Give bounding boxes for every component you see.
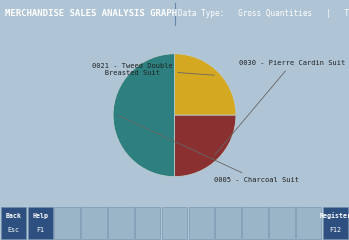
Text: Data Type:   Gross Quantities   |   Totals:  10: Data Type: Gross Quantities | Totals: 10	[178, 9, 349, 18]
Text: 0030 - Pierre Cardin Suit: 0030 - Pierre Cardin Suit	[215, 60, 345, 155]
Bar	[108, 207, 134, 239]
Bar	[162, 207, 187, 239]
Bar	[28, 207, 53, 239]
Text: Esc: Esc	[7, 227, 20, 233]
Text: Help: Help	[32, 213, 48, 219]
Bar	[296, 207, 321, 239]
Text: F1: F1	[36, 227, 44, 233]
Bar	[323, 207, 348, 239]
Bar	[1, 207, 26, 239]
Bar	[188, 207, 214, 239]
Bar	[135, 207, 161, 239]
Bar	[81, 207, 107, 239]
Bar	[215, 207, 241, 239]
Text: Back: Back	[6, 213, 21, 219]
Text: 0005 - Charcoal Suit: 0005 - Charcoal Suit	[118, 115, 299, 183]
Bar	[242, 207, 268, 239]
Text: MERCHANDISE SALES ANALYSIS GRAPH: MERCHANDISE SALES ANALYSIS GRAPH	[5, 9, 177, 18]
Text: Register: Register	[320, 212, 349, 219]
Wedge shape	[174, 115, 236, 177]
Wedge shape	[113, 54, 174, 177]
Bar	[54, 207, 80, 239]
Text: F12: F12	[329, 227, 342, 233]
Wedge shape	[174, 54, 236, 115]
Bar	[269, 207, 295, 239]
Text: 0021 - Tweed Double
   Breasted Suit: 0021 - Tweed Double Breasted Suit	[91, 63, 215, 76]
